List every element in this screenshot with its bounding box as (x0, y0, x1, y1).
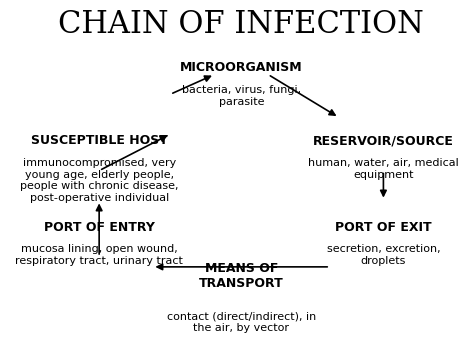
Text: CHAIN OF INFECTION: CHAIN OF INFECTION (58, 9, 424, 40)
Text: PORT OF ENTRY: PORT OF ENTRY (44, 221, 155, 234)
Text: PORT OF EXIT: PORT OF EXIT (335, 221, 432, 234)
Text: contact (direct/indirect), in
the air, by vector: contact (direct/indirect), in the air, b… (167, 311, 316, 333)
Text: SUSCEPTIBLE HOST: SUSCEPTIBLE HOST (31, 134, 168, 147)
Text: RESERVOIR/SOURCE: RESERVOIR/SOURCE (313, 134, 454, 147)
Text: immunocompromised, very
young age, elderly people,
people with chronic disease,
: immunocompromised, very young age, elder… (20, 158, 178, 203)
Text: MEANS OF
TRANSPORT: MEANS OF TRANSPORT (199, 262, 283, 290)
Text: immunocompromised, very: immunocompromised, very (23, 158, 176, 168)
Text: bacteria, virus, fungi,
parasite: bacteria, virus, fungi, parasite (182, 85, 301, 106)
Text: secretion, excretion,
droplets: secretion, excretion, droplets (327, 244, 440, 266)
Text: human, water, air, medical
equipment: human, water, air, medical equipment (308, 158, 459, 180)
Text: MICROORGANISM: MICROORGANISM (180, 61, 302, 74)
Text: mucosa lining, open wound,
respiratory tract, urinary tract: mucosa lining, open wound, respiratory t… (15, 244, 183, 266)
